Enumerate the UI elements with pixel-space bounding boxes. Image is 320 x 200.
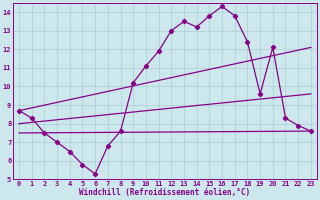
X-axis label: Windchill (Refroidissement éolien,°C): Windchill (Refroidissement éolien,°C) bbox=[79, 188, 251, 197]
